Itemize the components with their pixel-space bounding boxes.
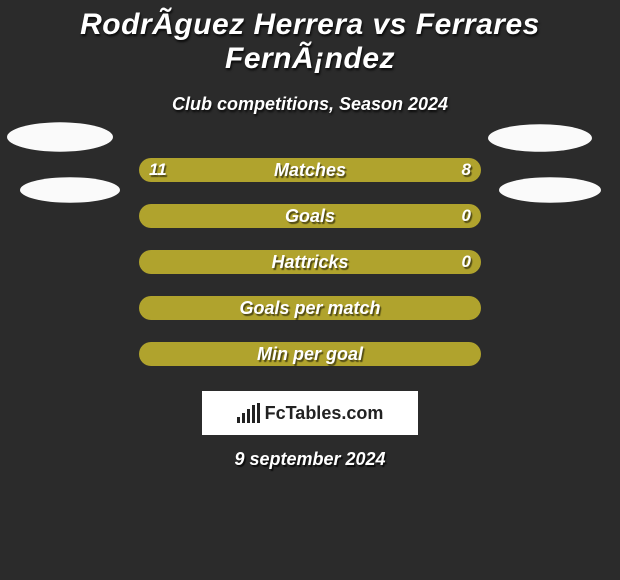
bar-right (337, 158, 481, 182)
bar-left (139, 296, 476, 320)
logo-box[interactable]: FcTables.com (202, 391, 418, 435)
bar-right (476, 296, 481, 320)
logo: FcTables.com (237, 403, 384, 424)
stat-row: Hattricks0 (0, 239, 620, 285)
comparison-card: RodrÃ­guez Herrera vs Ferrares FernÃ¡nde… (0, 0, 620, 580)
bar-left (139, 158, 337, 182)
stat-row: Min per goal (0, 331, 620, 377)
bar-track (139, 250, 481, 274)
bar-track (139, 296, 481, 320)
logo-text: FcTables.com (265, 403, 384, 424)
subtitle: Club competitions, Season 2024 (0, 94, 620, 115)
player-blob (7, 122, 113, 151)
bar-right (471, 204, 481, 228)
bar-track (139, 204, 481, 228)
logo-bars-icon (237, 403, 261, 423)
bar-track (139, 158, 481, 182)
player-blob (499, 177, 601, 203)
bar-track (139, 342, 481, 366)
bar-left (139, 204, 471, 228)
bar-left (139, 250, 471, 274)
date: 9 september 2024 (0, 449, 620, 470)
bar-right (476, 342, 481, 366)
player-blob (20, 177, 120, 203)
stat-row: Goals per match (0, 285, 620, 331)
page-title: RodrÃ­guez Herrera vs Ferrares FernÃ¡nde… (0, 0, 620, 76)
bar-left (139, 342, 476, 366)
player-blob (488, 124, 592, 152)
bar-right (471, 250, 481, 274)
